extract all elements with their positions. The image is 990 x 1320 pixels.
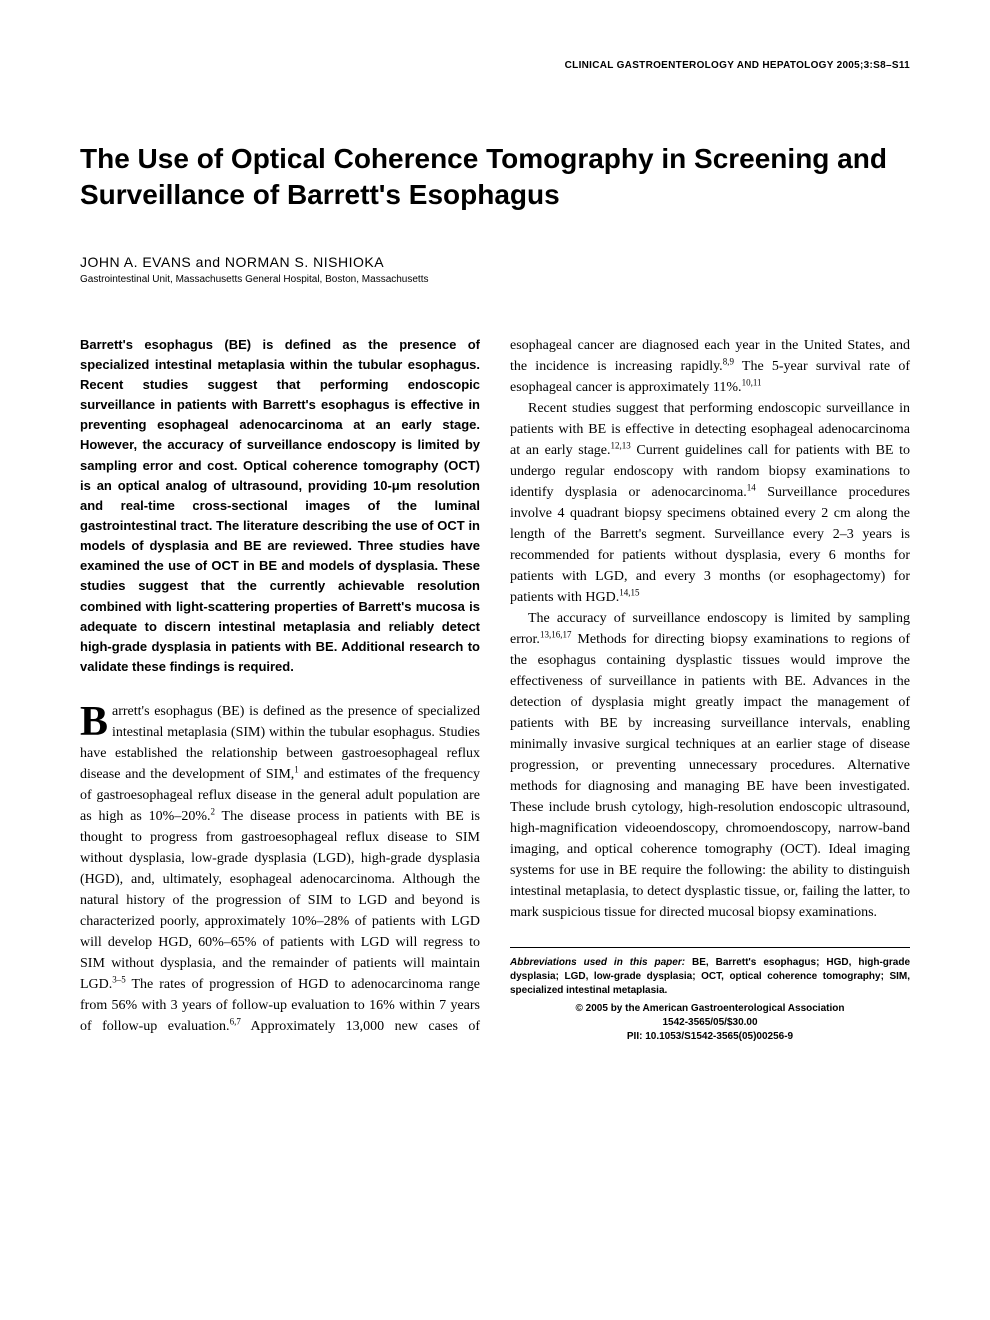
body-paragraph-3: The accuracy of surveillance endoscopy i… bbox=[510, 608, 910, 923]
citation-ref: 12,13 bbox=[611, 440, 631, 450]
journal-header: CLINICAL GASTROENTEROLOGY AND HEPATOLOGY… bbox=[80, 60, 910, 71]
citation-ref: 14,15 bbox=[619, 587, 639, 597]
citation-ref: 10,11 bbox=[742, 377, 762, 387]
affiliation: Gastrointestinal Unit, Massachusetts Gen… bbox=[80, 274, 910, 285]
abstract: Barrett's esophagus (BE) is defined as t… bbox=[80, 335, 480, 677]
body-text: The disease process in patients with BE … bbox=[80, 809, 480, 992]
citation-ref: 6,7 bbox=[230, 1017, 241, 1027]
citation-ref: 13,16,17 bbox=[540, 629, 572, 639]
copyright: © 2005 by the American Gastroenterologic… bbox=[510, 1002, 910, 1016]
pii: PII: 10.1053/S1542-3565(05)00256-9 bbox=[510, 1030, 910, 1044]
citation-ref: 8,9 bbox=[723, 356, 734, 366]
article-title: The Use of Optical Coherence Tomography … bbox=[80, 141, 910, 214]
abbrev-label: Abbreviations used in this paper: bbox=[510, 957, 685, 968]
citation-ref: 3–5 bbox=[112, 975, 126, 985]
footer-box: Abbreviations used in this paper: BE, Ba… bbox=[510, 947, 910, 1044]
citation-ref: 14 bbox=[747, 482, 756, 492]
authors: JOHN A. EVANS and NORMAN S. NISHIOKA bbox=[80, 254, 910, 270]
body-paragraph-2: Recent studies suggest that performing e… bbox=[510, 398, 910, 608]
body-text: Surveillance procedures involve 4 quadra… bbox=[510, 485, 910, 605]
article-body: Barrett's esophagus (BE) is defined as t… bbox=[80, 335, 910, 1044]
body-text: Methods for directing biopsy examination… bbox=[510, 632, 910, 920]
dropcap: B bbox=[80, 701, 112, 739]
issn: 1542-3565/05/$30.00 bbox=[510, 1016, 910, 1030]
abbreviations: Abbreviations used in this paper: BE, Ba… bbox=[510, 956, 910, 998]
